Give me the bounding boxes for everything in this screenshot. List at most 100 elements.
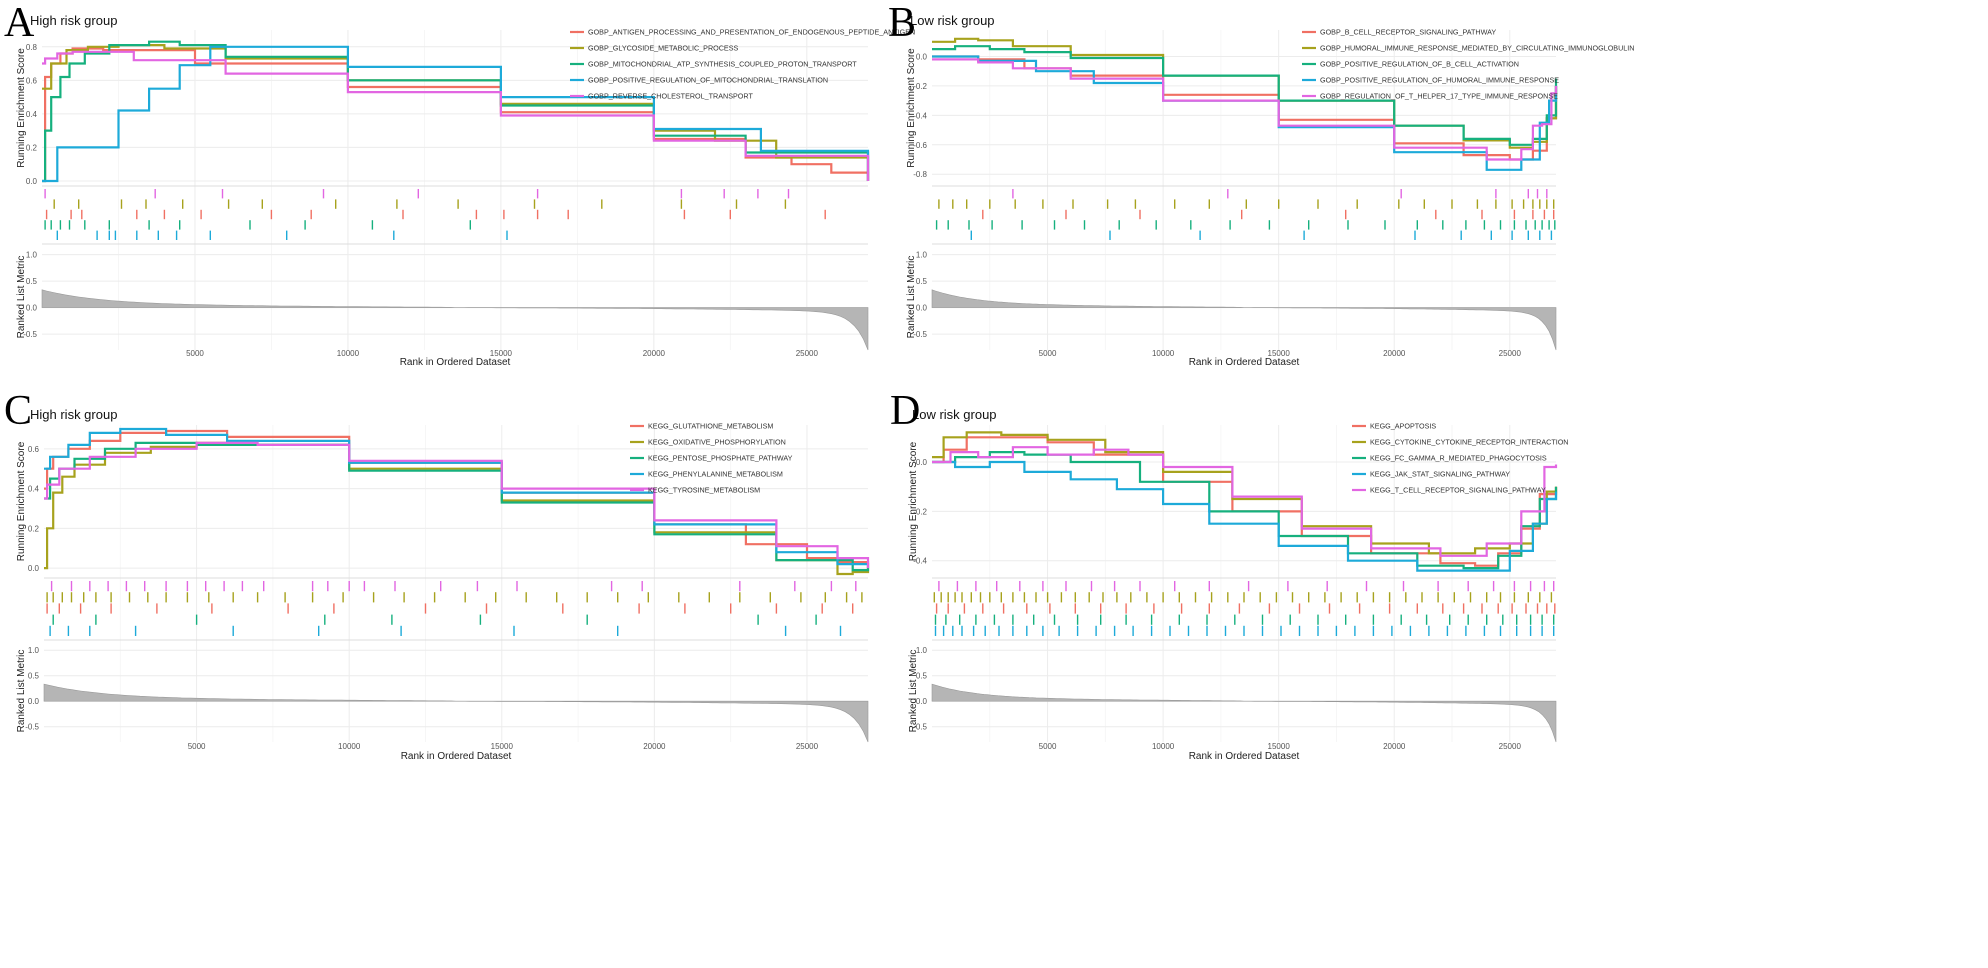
x-tick-label: 15000 — [490, 349, 513, 358]
y-tick-label-top: 0.4 — [26, 110, 38, 119]
gene-hits-series-5 — [50, 581, 857, 592]
panel-letter: B — [888, 0, 916, 46]
y-tick-label-bottom: -0.5 — [913, 723, 927, 732]
y-tick-label-top: 0.6 — [26, 76, 38, 85]
panel-title: High risk group — [30, 407, 117, 422]
y-tick-label-top: 0.0 — [28, 564, 40, 573]
panel-title: High risk group — [30, 13, 117, 28]
panel-c: 0.0 0.2 0.4 0.6 1.0 0.5 0.0 -0.5 5000 10000 15000 2… — [4, 388, 870, 762]
x-tick-label: 10000 — [1152, 742, 1175, 751]
x-tick-label: 20000 — [643, 349, 666, 358]
x-axis-title: Rank in Ordered Dataset — [401, 751, 512, 762]
legend: GOBP_ANTIGEN_PROCESSING_AND_PRESENTATION… — [570, 28, 915, 101]
legend-label-2: GOBP_HUMORAL_IMMUNE_RESPONSE_MEDIATED_BY… — [1320, 44, 1634, 53]
legend-label-2: GOBP_GLYCOSIDE_METABOLIC_PROCESS — [588, 44, 739, 53]
y-tick-label-bottom: -0.5 — [25, 723, 39, 732]
y-tick-label-top: 0.2 — [26, 143, 38, 152]
y-tick-label-top: 0.6 — [28, 445, 40, 454]
gene-hits-series-2 — [46, 592, 863, 603]
legend-label-5: GOBP_REVERSE_CHOLESTEROL_TRANSPORT — [588, 92, 753, 101]
legend-label-4: GOBP_POSITIVE_REGULATION_OF_HUMORAL_IMMU… — [1320, 76, 1559, 85]
y-tick-label-top: -0.8 — [913, 170, 927, 179]
y-tick-label-bottom: 1.0 — [916, 251, 928, 260]
gene-hits-series-2 — [933, 592, 1553, 603]
panel-letter: A — [4, 0, 35, 46]
gene-hits-series-2 — [53, 199, 787, 209]
enrichment-line-4 — [44, 427, 870, 569]
panel-d: 0.0 -0.2 -0.4 1.0 0.5 0.0 -0.5 5000 10000 15000 20… — [890, 388, 1569, 762]
y-axis-title-bottom: Ranked List Metric — [16, 256, 27, 339]
legend-label-1: GOBP_ANTIGEN_PROCESSING_AND_PRESENTATION… — [588, 28, 915, 37]
panel-letter: C — [4, 388, 32, 434]
y-tick-label-bottom: 0.0 — [916, 697, 928, 706]
x-tick-label: 15000 — [1268, 742, 1291, 751]
ranked-list-metric-area — [931, 289, 1557, 351]
legend-label-5: KEGG_T_CELL_RECEPTOR_SIGNALING_PATHWAY — [1370, 486, 1546, 495]
y-tick-label-bottom: 0.0 — [26, 304, 38, 313]
x-tick-label: 25000 — [1499, 742, 1522, 751]
x-tick-label: 25000 — [796, 349, 819, 358]
y-tick-label-bottom: 1.0 — [28, 646, 40, 655]
y-tick-label-bottom: 0.5 — [28, 672, 40, 681]
x-tick-label: 15000 — [1268, 349, 1291, 358]
y-tick-label-bottom: 1.0 — [26, 251, 38, 260]
gene-hits-series-5 — [938, 581, 1555, 592]
gene-hits-series-1 — [45, 209, 826, 220]
x-tick-label: 20000 — [1383, 349, 1406, 358]
gene-hits-series-4 — [56, 230, 508, 240]
legend: KEGG_GLUTATHIONE_METABOLISM KEGG_OXIDATIV… — [630, 422, 793, 495]
gene-hits-series-5 — [1012, 189, 1548, 199]
enrichment-line-5 — [932, 446, 1558, 557]
panels-container: 0.0 0.2 0.4 0.6 0.8 1.0 0.5 0.0 -0.5 5000 10000 150… — [4, 0, 1634, 762]
y-tick-label-top: 0.0 — [916, 52, 928, 61]
gene-hits-series-5 — [44, 189, 790, 199]
gene-hits-series-3 — [44, 220, 471, 230]
x-tick-label: 5000 — [186, 349, 204, 358]
enrichment-line-4 — [932, 460, 1558, 572]
y-axis-title-bottom: Ranked List Metric — [908, 650, 919, 733]
gene-hits-series-3 — [935, 220, 1556, 230]
y-tick-label-bottom: -0.5 — [23, 330, 37, 339]
y-tick-label-top: 0.2 — [28, 524, 40, 533]
enrichment-line-5 — [932, 58, 1558, 161]
gene-hits-series-1 — [982, 209, 1555, 220]
ranked-list-metric-area — [931, 683, 1557, 743]
legend-label-3: KEGG_FC_GAMMA_R_MEDIATED_PHAGOCYTOSIS — [1370, 454, 1547, 463]
ranked-list-metric-area — [43, 683, 869, 743]
enrichment-line-5 — [44, 441, 870, 569]
y-tick-label-top: -0.2 — [913, 82, 927, 91]
legend-label-3: GOBP_MITOCHONDRIAL_ATP_SYNTHESIS_COUPLED… — [588, 60, 857, 69]
y-axis-title-top: Running Enrichment Score — [16, 441, 27, 561]
x-tick-label: 20000 — [643, 742, 666, 751]
y-tick-label-top: -0.4 — [913, 111, 927, 120]
y-tick-label-top: -0.6 — [913, 141, 927, 150]
legend-label-3: KEGG_PENTOSE_PHOSPHATE_PATHWAY — [648, 454, 793, 463]
y-tick-label-top: 0.8 — [26, 43, 38, 52]
legend-label-2: KEGG_CYTOKINE_CYTOKINE_RECEPTOR_INTERACT… — [1370, 438, 1569, 447]
x-axis-title: Rank in Ordered Dataset — [1189, 357, 1300, 368]
y-tick-label-top: 0.0 — [916, 458, 928, 467]
y-tick-label-top: -0.2 — [913, 507, 927, 516]
gene-hits-series-4 — [934, 625, 1555, 636]
x-tick-label: 25000 — [796, 742, 819, 751]
legend-label-3: GOBP_POSITIVE_REGULATION_OF_B_CELL_ACTIV… — [1320, 60, 1519, 69]
legend: GOBP_B_CELL_RECEPTOR_SIGNALING_PATHWAY GO… — [1302, 28, 1634, 101]
panel-title: Low risk group — [910, 13, 995, 28]
gene-hits-series-1 — [935, 603, 1556, 614]
legend-label-4: GOBP_POSITIVE_REGULATION_OF_MITOCHONDRIA… — [588, 76, 828, 85]
enrichment-line-4 — [42, 45, 870, 183]
y-axis-title-top: Running Enrichment Score — [16, 48, 27, 168]
legend-label-1: KEGG_APOPTOSIS — [1370, 422, 1436, 431]
y-axis-title-bottom: Ranked List Metric — [16, 650, 27, 733]
y-tick-label-bottom: -0.5 — [913, 330, 927, 339]
legend-label-1: KEGG_GLUTATHIONE_METABOLISM — [648, 422, 773, 431]
legend: KEGG_APOPTOSIS KEGG_CYTOKINE_CYTOKINE_REC… — [1352, 422, 1569, 495]
gene-hits-series-3 — [934, 614, 1555, 625]
y-tick-label-bottom: 0.0 — [916, 304, 928, 313]
y-tick-label-top: 0.4 — [28, 485, 40, 494]
legend-label-5: GOBP_REGULATION_OF_T_HELPER_17_TYPE_IMMU… — [1320, 92, 1558, 101]
gene-hits-series-3 — [52, 614, 817, 625]
panel-title: Low risk group — [912, 407, 997, 422]
ranked-list-metric-area — [41, 289, 869, 351]
y-axis-title-top: Running Enrichment Score — [906, 48, 917, 168]
